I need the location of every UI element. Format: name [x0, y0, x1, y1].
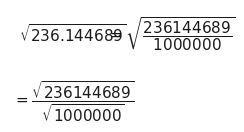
Text: $\sqrt{236.144689}$: $\sqrt{236.144689}$: [19, 23, 126, 45]
Text: $= \sqrt{\dfrac{236144689}{1000000}}$: $= \sqrt{\dfrac{236144689}{1000000}}$: [107, 16, 236, 53]
Text: $= \dfrac{\sqrt{236144689}}{\sqrt{1000000}}$: $= \dfrac{\sqrt{236144689}}{\sqrt{100000…: [13, 79, 134, 124]
